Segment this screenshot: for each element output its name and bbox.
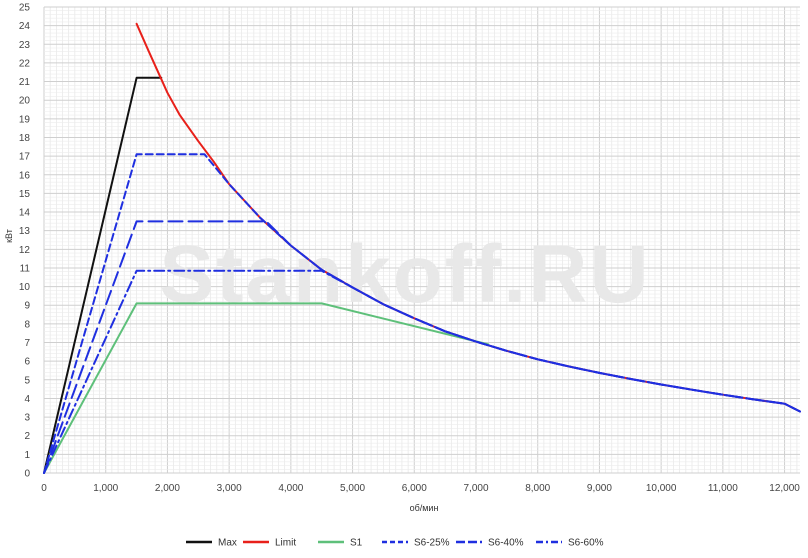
x-tick-label: 9,000	[587, 483, 612, 494]
y-tick-label: 19	[19, 114, 31, 125]
legend-label: S6-60%	[568, 538, 604, 549]
y-tick-label: 1	[24, 450, 30, 461]
x-tick-label: 3,000	[217, 483, 242, 494]
x-tick-label: 4,000	[278, 483, 303, 494]
y-axis-tick-labels: 0123456789101112131415161718192021222324…	[19, 3, 31, 480]
legend-label: Max	[218, 538, 237, 549]
y-tick-label: 24	[19, 21, 31, 32]
y-tick-label: 16	[19, 170, 31, 181]
y-tick-label: 15	[19, 189, 31, 200]
series-line	[43, 269, 801, 474]
y-tick-label: 7	[24, 338, 30, 349]
y-tick-label: 14	[19, 208, 31, 219]
y-tick-label: 5	[24, 375, 30, 386]
x-tick-label: 6,000	[402, 483, 427, 494]
series-lines	[43, 22, 801, 474]
x-tick-label: 7,000	[463, 483, 488, 494]
legend-label: S1	[350, 538, 363, 549]
x-tick-label: 10,000	[646, 483, 677, 494]
legend-label: Limit	[275, 538, 296, 549]
y-tick-label: 10	[19, 282, 31, 293]
y-tick-label: 0	[24, 469, 30, 480]
x-tick-label: 12,000	[769, 483, 800, 494]
y-tick-label: 9	[24, 301, 30, 312]
y-axis-title: кВт	[4, 229, 14, 243]
watermark-text: Stankoff.RU	[159, 229, 650, 320]
x-tick-label: 1,000	[93, 483, 118, 494]
y-tick-label: 21	[19, 77, 31, 88]
y-tick-label: 13	[19, 226, 31, 237]
y-tick-label: 3	[24, 413, 30, 424]
y-tick-label: 17	[19, 152, 31, 163]
y-tick-label: 20	[19, 96, 31, 107]
x-tick-label: 0	[41, 483, 47, 494]
x-axis-title: об/мин	[410, 503, 439, 513]
y-tick-label: 11	[20, 263, 31, 274]
x-tick-label: 8,000	[525, 483, 550, 494]
grid	[43, 6, 800, 474]
legend-label: S6-25%	[414, 538, 450, 549]
y-tick-label: 23	[19, 40, 31, 51]
series-line	[43, 76, 163, 474]
y-tick-label: 2	[24, 431, 30, 442]
x-tick-label: 5,000	[340, 483, 365, 494]
y-tick-label: 4	[24, 394, 30, 405]
y-tick-label: 6	[24, 357, 30, 368]
x-tick-label: 11,000	[708, 483, 738, 494]
watermark: Stankoff.RU	[159, 229, 650, 320]
x-tick-label: 2,000	[155, 483, 180, 494]
y-tick-label: 25	[19, 3, 31, 14]
legend: Max Limit S1 S6-25% S6-40% S6-60%	[186, 538, 604, 549]
series-line	[43, 302, 490, 474]
y-tick-label: 22	[19, 58, 31, 69]
y-tick-label: 8	[24, 319, 30, 330]
y-tick-label: 12	[19, 245, 31, 256]
legend-label: S6-40%	[488, 538, 524, 549]
y-tick-label: 18	[19, 133, 31, 144]
x-axis-tick-labels: 0 1,000 2,000 3,000 4,000 5,000 6,000 7,000 8,00…	[41, 483, 800, 494]
